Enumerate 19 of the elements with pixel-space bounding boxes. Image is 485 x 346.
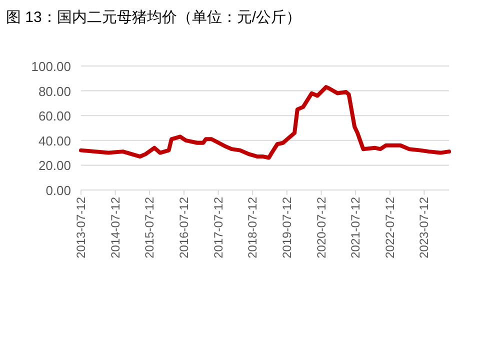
y-tick-label: 20.00 [38,158,71,174]
x-tick-label: 2021-07-12 [348,196,363,258]
y-tick-label: 80.00 [38,84,71,99]
x-tick-label: 2016-07-12 [176,196,191,258]
x-tick-label: 2013-07-12 [74,196,88,258]
x-tick-label: 2015-07-12 [142,196,157,258]
chart-title: 图 13：国内二元母猪均价（单位：元/公斤） [6,9,302,26]
x-tick-label: 2014-07-12 [108,196,122,258]
y-tick-label: 60.00 [38,108,71,124]
x-tick-label: 2020-07-12 [314,196,328,258]
y-tick-label: 100.00 [31,59,71,74]
y-tick-label: 40.00 [38,133,71,148]
y-tick-label: 0.00 [46,183,71,198]
x-tick-label: 2023-07-12 [417,196,432,258]
x-tick-label: 2022-07-12 [382,196,397,258]
x-tick-label: 2019-07-12 [280,196,294,258]
x-tick-label: 2018-07-12 [246,196,260,258]
line-series [79,85,451,160]
x-tick-label: 2017-07-12 [211,196,226,258]
